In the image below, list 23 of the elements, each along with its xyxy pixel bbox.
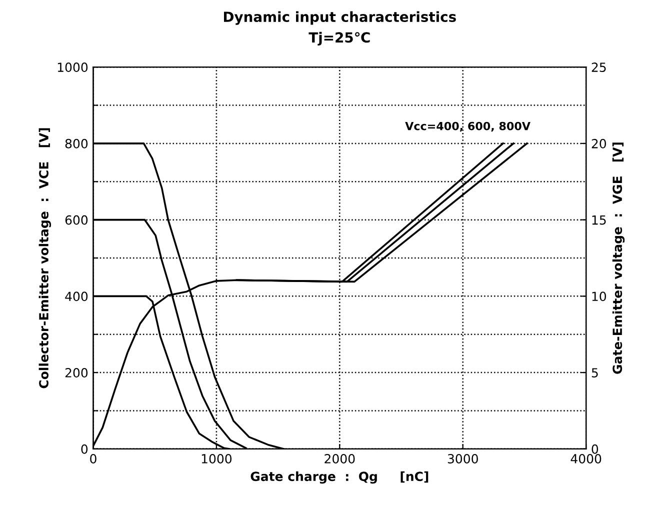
chart-subtitle: Tj=25℃ (308, 32, 370, 46)
x-tick-label: 4000 (570, 454, 602, 464)
y-tick-label: 600 (65, 215, 88, 225)
y2-tick-label: 15 (592, 215, 606, 225)
y-tick-label: 1000 (58, 62, 88, 72)
x-tick-label: 3000 (448, 454, 478, 464)
y2-tick-label: 5 (592, 368, 598, 378)
x-tick-label: 1000 (202, 454, 232, 464)
y2-tick-label: 10 (592, 292, 606, 302)
y-tick-label: 0 (81, 444, 88, 454)
y-tick-label: 400 (65, 292, 88, 302)
x-axis-title: Gate charge : Qg [nC] (250, 471, 428, 484)
y2-tick-label: 0 (592, 444, 598, 454)
y-tick-label: 200 (65, 368, 88, 378)
y-tick-label: 800 (65, 138, 88, 148)
y2-tick-label: 25 (592, 62, 606, 72)
annotation: Vcc=400, 600, 800V (405, 122, 530, 132)
x-tick-label: 0 (90, 454, 96, 464)
x-tick-label: 2000 (324, 454, 355, 464)
y2-tick-label: 20 (592, 138, 606, 148)
y-axis-title: Collector-Emitter voltage : VCE [V] (38, 128, 52, 388)
chart-title: Dynamic input characteristics (224, 11, 456, 25)
y2-axis-title: Gate-Emitter voltage : VGE [V] (612, 142, 625, 374)
